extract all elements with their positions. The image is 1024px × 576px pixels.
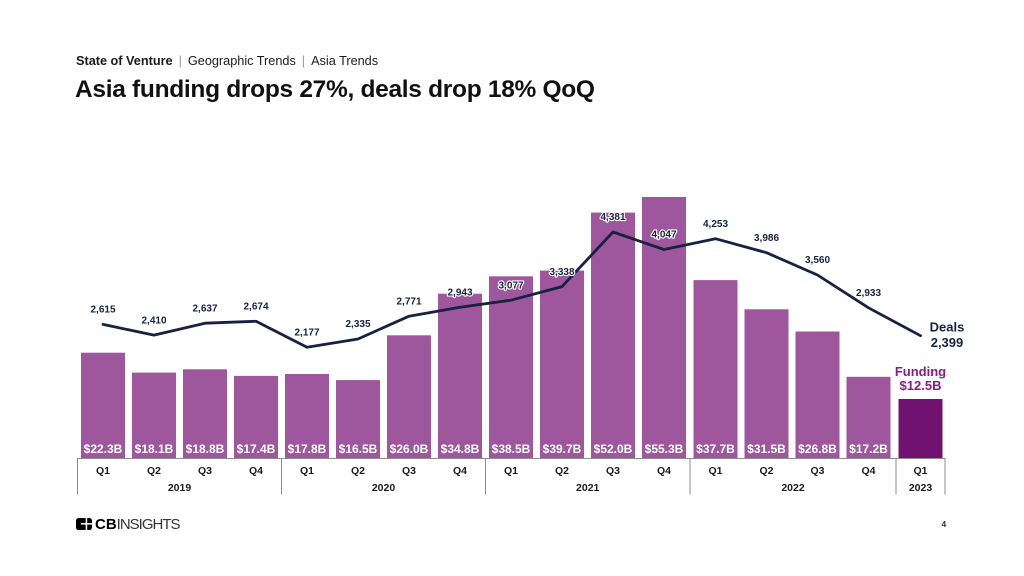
svg-text:2023: 2023 [909, 482, 933, 494]
svg-text:3,077: 3,077 [498, 280, 523, 291]
svg-text:Q3: Q3 [402, 465, 416, 477]
svg-text:Q4: Q4 [453, 465, 467, 477]
svg-text:2,933: 2,933 [856, 288, 881, 299]
svg-text:$17.2B: $17.2B [849, 442, 888, 456]
svg-text:2020: 2020 [372, 482, 396, 494]
svg-text:2019: 2019 [168, 482, 192, 494]
svg-text:$37.7B: $37.7B [696, 442, 735, 456]
svg-text:2,410: 2,410 [141, 315, 166, 326]
svg-text:Q2: Q2 [147, 465, 161, 477]
svg-text:Q2: Q2 [351, 465, 365, 477]
svg-text:$52.0B: $52.0B [594, 442, 633, 456]
svg-text:2022: 2022 [781, 482, 805, 494]
svg-text:Q4: Q4 [249, 465, 263, 477]
svg-text:2,335: 2,335 [345, 319, 370, 330]
svg-text:Q1: Q1 [708, 465, 722, 477]
svg-text:$22.3B: $22.3B [84, 442, 123, 456]
svg-text:Q1: Q1 [913, 465, 927, 477]
svg-text:Q1: Q1 [300, 465, 314, 477]
svg-text:$18.8B: $18.8B [186, 442, 225, 456]
svg-text:Q2: Q2 [759, 465, 773, 477]
svg-text:2,177: 2,177 [294, 328, 319, 339]
svg-text:$16.5B: $16.5B [339, 442, 378, 456]
svg-text:Q2: Q2 [555, 465, 569, 477]
svg-text:$18.1B: $18.1B [135, 442, 174, 456]
svg-text:2,399: 2,399 [931, 335, 964, 350]
svg-text:Q3: Q3 [606, 465, 620, 477]
svg-text:4,047: 4,047 [651, 230, 676, 241]
svg-text:$39.7B: $39.7B [543, 442, 582, 456]
svg-text:$17.4B: $17.4B [237, 442, 276, 456]
svg-text:$12.5B: $12.5B [900, 378, 942, 393]
svg-text:3,986: 3,986 [754, 233, 779, 244]
svg-text:$34.8B: $34.8B [441, 442, 480, 456]
svg-text:2021: 2021 [576, 482, 600, 494]
svg-text:Q3: Q3 [198, 465, 212, 477]
svg-text:$31.5B: $31.5B [747, 442, 786, 456]
svg-text:2,943: 2,943 [447, 287, 472, 298]
svg-text:3,560: 3,560 [805, 255, 830, 266]
svg-text:Q4: Q4 [861, 465, 875, 477]
svg-text:Deals: Deals [930, 320, 965, 335]
svg-text:Q1: Q1 [504, 465, 518, 477]
svg-text:Funding: Funding [895, 364, 946, 379]
svg-text:2,637: 2,637 [192, 303, 217, 314]
svg-text:2,771: 2,771 [396, 296, 421, 307]
svg-text:4,253: 4,253 [703, 219, 728, 230]
svg-text:2,615: 2,615 [90, 305, 115, 316]
svg-text:4,381: 4,381 [600, 212, 625, 223]
svg-text:$26.8B: $26.8B [798, 442, 837, 456]
svg-text:$26.0B: $26.0B [390, 442, 429, 456]
svg-text:$17.8B: $17.8B [288, 442, 327, 456]
svg-text:Q1: Q1 [96, 465, 110, 477]
svg-text:Q4: Q4 [657, 465, 671, 477]
svg-text:$55.3B: $55.3B [645, 442, 684, 456]
svg-text:3,338: 3,338 [549, 267, 574, 278]
svg-text:$38.5B: $38.5B [492, 442, 531, 456]
svg-text:2,674: 2,674 [243, 302, 268, 313]
svg-text:Q3: Q3 [810, 465, 824, 477]
